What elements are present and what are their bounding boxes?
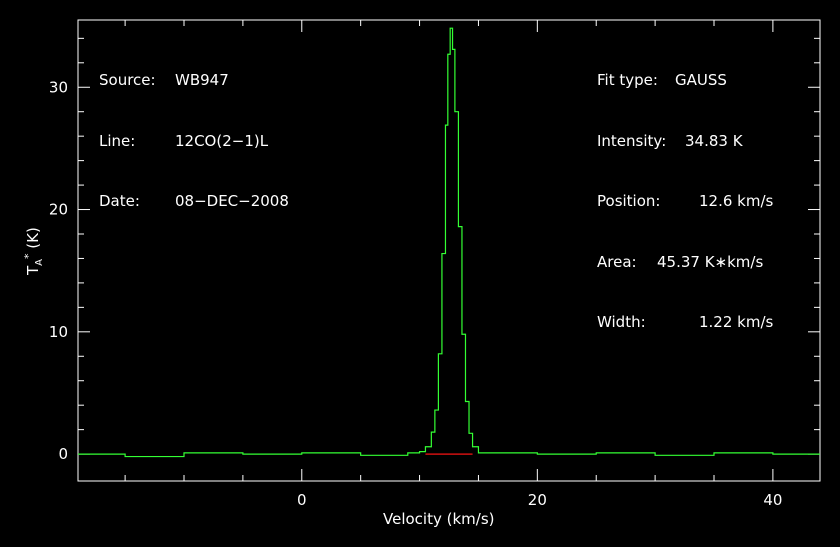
- info-row-line: Line: 12CO(2−1)L: [99, 129, 289, 154]
- info-value: 34.83 K: [685, 131, 743, 150]
- info-panel-right: Fit type: GAUSS Intensity: 34.83 K Positio…: [597, 32, 773, 353]
- info-row-source: Source: WB947: [99, 68, 289, 93]
- info-value: GAUSS: [675, 71, 727, 89]
- y-tick-label: 20: [49, 201, 68, 219]
- tick-labels: 0 20 40 0 10 20 30: [49, 78, 783, 509]
- info-row-fit-type: Fit type: GAUSS: [597, 68, 773, 93]
- info-row-intensity: Intensity: 34.83 K: [597, 129, 773, 154]
- info-value: 1.22 km/s: [699, 313, 774, 331]
- info-row-width: Width: 1.22 km/s: [597, 310, 773, 335]
- info-row-position: Position: 12.6 km/s: [597, 189, 773, 214]
- info-key: Intensity:: [597, 131, 667, 150]
- x-tick-label: 0: [297, 491, 307, 509]
- y-axis-label-text: TA* (K): [22, 227, 45, 275]
- y-axis-label: TA* (K): [22, 227, 45, 275]
- info-key: Line:: [99, 131, 136, 150]
- info-value: 12.6 km/s: [699, 192, 774, 210]
- info-key: Date:: [99, 192, 140, 210]
- y-tick-label: 0: [58, 445, 68, 463]
- info-value: 08−DEC−2008: [175, 192, 289, 210]
- info-key: Fit type:: [597, 71, 658, 89]
- info-row-area: Area: 45.37 K∗km/s: [597, 250, 773, 275]
- info-row-date: Date: 08−DEC−2008: [99, 189, 289, 214]
- info-key: Position:: [597, 192, 661, 210]
- y-tick-label: 10: [49, 323, 68, 341]
- axis-ticks: [78, 20, 820, 481]
- spectrum-line: [78, 27, 820, 458]
- y-tick-label: 30: [49, 78, 68, 96]
- x-tick-label: 40: [763, 491, 782, 509]
- plot-frame: [77, 19, 821, 482]
- x-tick-label: 20: [528, 491, 547, 509]
- info-key: Area:: [597, 252, 637, 271]
- series-group: [78, 27, 820, 458]
- info-value: 12CO(2−1)L: [175, 131, 269, 150]
- x-axis-label: Velocity (km/s): [383, 510, 495, 528]
- info-value: WB947: [175, 71, 229, 89]
- info-value: 45.37 K∗km/s: [657, 252, 764, 271]
- info-panel-left: Source: WB947 Line: 12CO(2−1)L Date: 08−DEC…: [99, 32, 289, 232]
- info-key: Width:: [597, 313, 646, 331]
- info-key: Source:: [99, 71, 156, 89]
